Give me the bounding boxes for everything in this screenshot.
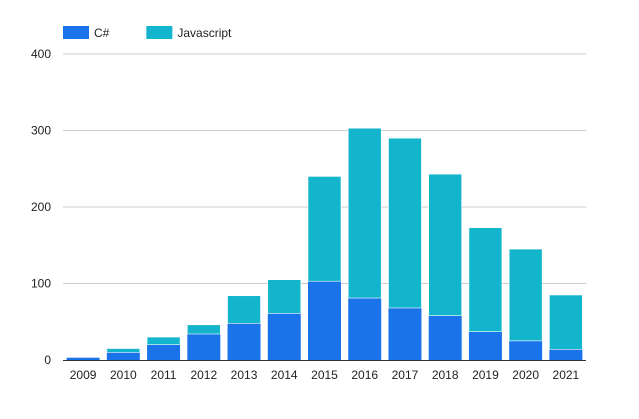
bar-javascript-2019 xyxy=(468,227,503,332)
x-tick-label: 2020 xyxy=(512,368,539,382)
x-tick-label: 2009 xyxy=(70,368,97,382)
bar-c--2020 xyxy=(509,340,543,360)
legend-label: Javascript xyxy=(177,26,232,40)
bar-javascript-2017 xyxy=(388,137,422,309)
bar-c--2014 xyxy=(267,313,301,360)
x-tick-label: 2014 xyxy=(271,368,298,382)
bar-c--2016 xyxy=(348,298,382,360)
y-axis: 0 100 200 300 400 xyxy=(31,47,51,367)
x-tick-label: 2021 xyxy=(553,368,580,382)
x-tick-label: 2019 xyxy=(472,368,499,382)
bar-javascript-2015 xyxy=(307,176,342,282)
bar-javascript-2010 xyxy=(106,348,141,353)
y-tick-label: 100 xyxy=(31,277,51,291)
legend: C# Javascript xyxy=(63,26,232,40)
x-tick-label: 2017 xyxy=(392,368,419,382)
bar-javascript-2013 xyxy=(227,295,261,324)
bar-c--2010 xyxy=(106,352,140,360)
x-tick-label: 2010 xyxy=(110,368,137,382)
bar-javascript-2020 xyxy=(508,248,543,342)
x-axis: 2009 2010 2011 2012 2013 2014 2015 2016 2017 2018… xyxy=(70,368,580,382)
bar-c--2011 xyxy=(147,344,181,360)
bar-c--2017 xyxy=(388,307,422,360)
y-tick-label: 300 xyxy=(31,124,51,138)
bar-c--2021 xyxy=(549,349,583,360)
bar-javascript-2021 xyxy=(549,294,583,350)
x-tick-label: 2011 xyxy=(151,368,177,382)
bar-javascript-2016 xyxy=(347,127,382,299)
bar-c--2009 xyxy=(66,357,100,360)
bar-javascript-2014 xyxy=(267,279,302,314)
bar-c--2012 xyxy=(187,333,221,360)
legend-label: C# xyxy=(94,26,110,40)
bar-c--2018 xyxy=(428,315,462,360)
legend-swatch xyxy=(63,26,89,39)
x-tick-label: 2015 xyxy=(311,368,338,382)
x-tick-label: 2016 xyxy=(351,368,378,382)
bar-c--2013 xyxy=(227,323,261,360)
x-tick-label: 2018 xyxy=(432,368,459,382)
bar-c--2019 xyxy=(468,331,502,360)
y-tick-label: 200 xyxy=(31,200,51,214)
bar-javascript-2012 xyxy=(187,324,221,335)
bar-javascript-2018 xyxy=(428,173,462,316)
bar-c--2015 xyxy=(308,281,341,360)
bar-javascript-2011 xyxy=(146,336,181,345)
y-tick-label: 400 xyxy=(31,47,51,61)
y-tick-label: 0 xyxy=(44,353,51,367)
legend-swatch xyxy=(146,26,173,39)
x-tick-label: 2013 xyxy=(231,368,258,382)
bars xyxy=(66,127,583,360)
x-tick-label: 2012 xyxy=(190,368,217,382)
